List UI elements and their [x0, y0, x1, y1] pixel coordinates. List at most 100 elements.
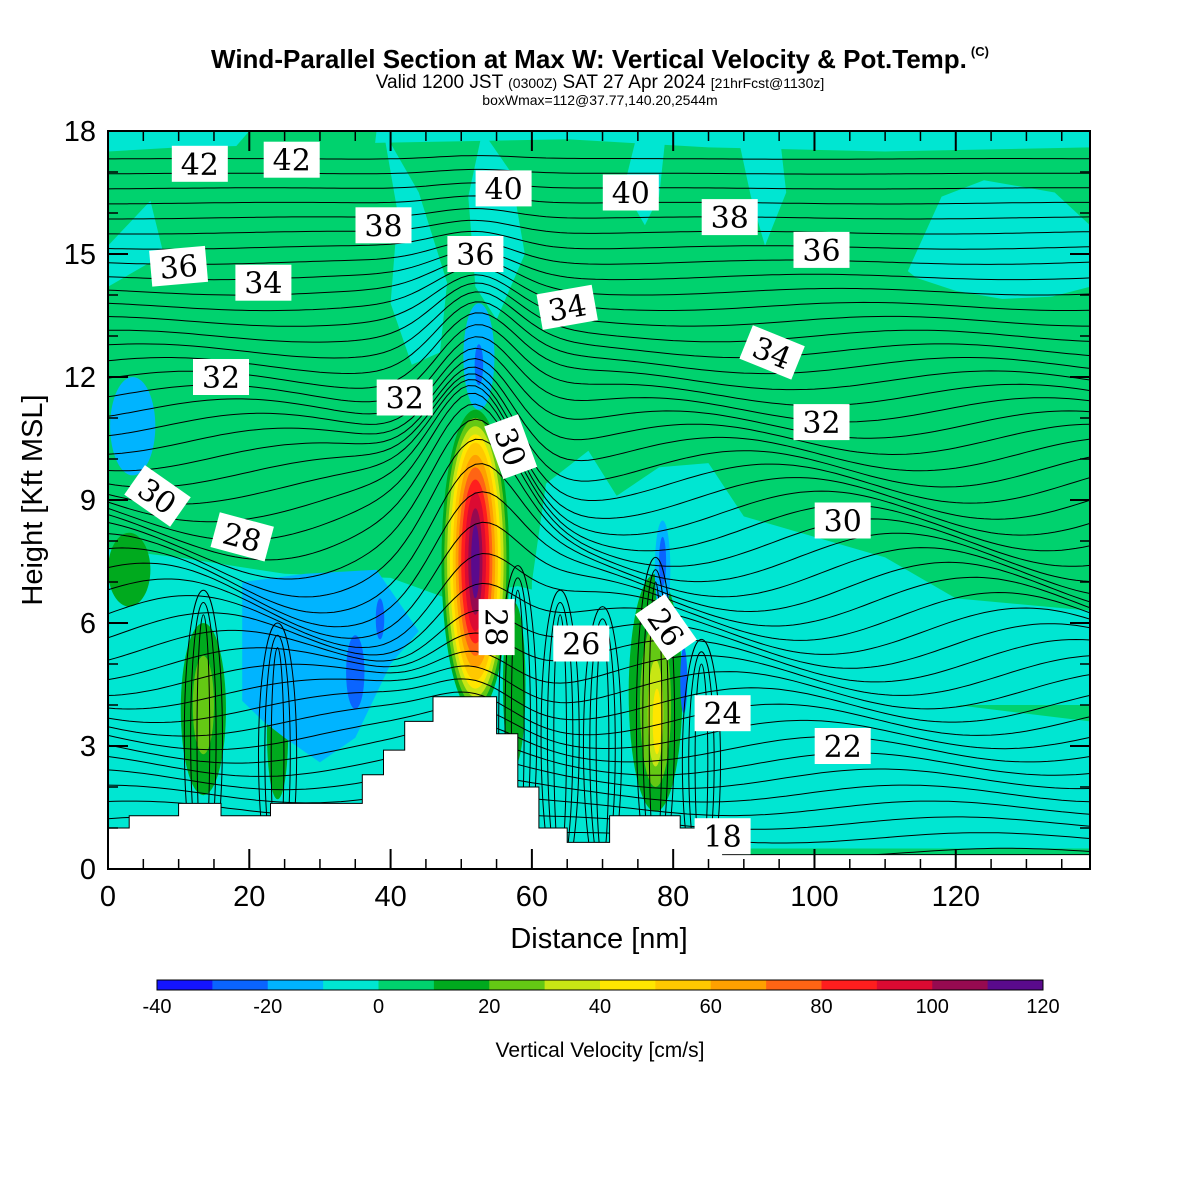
colorbar-tick-label: 0 [373, 996, 384, 1018]
theta-label-text: 32 [802, 406, 840, 441]
x-tick-label: 0 [100, 881, 116, 913]
isentrope-loop [504, 577, 531, 869]
green-region-right-mid [701, 454, 1090, 570]
theta-label-bg [694, 695, 751, 732]
theta-label-15: 30 [124, 465, 191, 527]
theta-label-1: 42 [263, 141, 320, 179]
theta-label-bg [263, 141, 320, 178]
colorbar-swatch [600, 980, 656, 990]
colorbar-swatch [710, 980, 767, 990]
theta-label-23: 22 [814, 728, 871, 765]
isentrope-line [108, 385, 1090, 523]
theta-label-text: 38 [711, 201, 749, 236]
colorbar-swatch [157, 980, 213, 990]
y-tick-label: 15 [64, 239, 96, 271]
blue-pocket-left-edge [110, 377, 156, 476]
theta-label-7: 36 [447, 236, 504, 273]
theta-label-text: 34 [244, 267, 282, 302]
theta-label-bg [447, 236, 504, 272]
box-info-line: boxWmax=112@37.77,140.20,2544m [482, 92, 718, 108]
theta-label-19: 28 [478, 599, 515, 656]
x-axis-label: Distance [nm] [510, 923, 687, 955]
green-region-left-mid [108, 381, 448, 550]
theta-label-bg [478, 599, 515, 656]
isentrope-line [108, 403, 1090, 561]
theta-label-18: 28 [210, 512, 274, 562]
theta-label-bg [193, 359, 249, 395]
x-tick-label: 60 [516, 881, 548, 913]
x-tick-label: 100 [790, 881, 838, 913]
theta-label-bg [484, 414, 538, 480]
isentrope-line [108, 230, 1090, 250]
theta-label-6: 36 [149, 245, 209, 287]
x-tick-label: 120 [932, 881, 980, 913]
isentrope-loop [190, 602, 217, 869]
y-axis-label: Height [Kft MSL] [17, 394, 49, 605]
blue-pocket-right-low [680, 647, 688, 714]
theta-label-bg [536, 284, 598, 330]
isentrope-line [108, 373, 1090, 488]
x-tick-label: 20 [233, 881, 265, 913]
forecast-info: [21hrFcst@1130z] [710, 75, 825, 91]
theta-label-12: 32 [193, 359, 249, 396]
isentrope-line [108, 379, 1090, 505]
theta-label-bg [814, 728, 871, 764]
theta-label-text: 36 [456, 238, 494, 273]
isentrope-line [108, 357, 1090, 456]
valid-prefix: Valid 1200 JST [375, 72, 503, 93]
isentrope-line [108, 274, 1090, 327]
theta-label-bg [124, 465, 191, 527]
valid-time-line: Valid 1200 JST (0300Z) SAT 27 Apr 2024 [… [0, 72, 1200, 94]
theta-label-text: 36 [158, 249, 199, 287]
theta-label-17: 30 [814, 502, 871, 540]
isentrope-loop [546, 602, 574, 869]
colorbar-tick-label: 40 [589, 996, 611, 1018]
isentrope-line [108, 463, 1090, 614]
chart-title-text: Wind-Parallel Section at Max W: Vertical… [211, 44, 967, 74]
colorbar-swatch [378, 980, 435, 990]
isentrope-loop [257, 622, 298, 869]
isentrope-loop [582, 606, 623, 869]
theta-label-9: 34 [235, 264, 292, 302]
valid-date: SAT 27 Apr 2024 [562, 72, 706, 93]
isentrope-line [108, 347, 1090, 439]
chart-title: Wind-Parallel Section at Max W: Vertical… [0, 44, 1200, 75]
theta-label-text: 18 [704, 820, 742, 855]
green-cell-left-core [192, 655, 214, 755]
green-region-right-upper [786, 237, 1090, 357]
theta-label-text: 34 [546, 288, 590, 329]
isentrope-loop [540, 589, 580, 869]
green-cell-right-core-c [652, 688, 662, 755]
colorbar-swatch [932, 980, 989, 990]
isentrope-line [108, 418, 1090, 580]
theta-label-text: 30 [824, 505, 862, 540]
isentrope-loop [183, 589, 223, 869]
theta-label-bg [793, 404, 850, 441]
isentrope-line [108, 195, 1090, 205]
theta-label-bg [793, 231, 850, 268]
theta-label-bg [171, 145, 228, 182]
colorbar-swatch [212, 980, 269, 990]
colorbar-tick-label: 120 [1026, 996, 1059, 1018]
theta-label-text: 32 [202, 361, 240, 396]
colorbar-swatch [876, 980, 933, 990]
theta-label-text: 40 [485, 172, 523, 207]
theta-label-22: 24 [694, 695, 751, 732]
colorbar-tick-label: 100 [916, 996, 949, 1018]
theta-label-text: 42 [181, 148, 219, 183]
colorbar-tick-label: -20 [253, 996, 282, 1018]
x-tick-label: 80 [657, 881, 689, 913]
colorbar-tick-label: 60 [700, 996, 722, 1018]
isentrope-loop [681, 638, 722, 869]
updraft-core [471, 524, 480, 599]
isentrope-line [108, 182, 1090, 190]
colorbar-tick-label: -40 [143, 996, 172, 1018]
cyan-region-band-2 [383, 131, 448, 365]
isentrope-line [108, 392, 1090, 542]
theta-label-bg [739, 325, 805, 380]
blue-pocket-left-core-2 [375, 598, 385, 640]
theta-label-text: 42 [273, 144, 311, 179]
colorbar-swatch [489, 980, 546, 990]
